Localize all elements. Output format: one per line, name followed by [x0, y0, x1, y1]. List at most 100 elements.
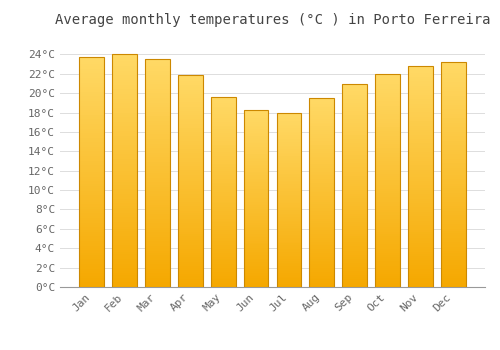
Bar: [211, 222, 236, 224]
Bar: [211, 112, 236, 114]
Bar: [310, 168, 334, 170]
Bar: [276, 160, 301, 161]
Bar: [376, 197, 400, 199]
Bar: [376, 155, 400, 157]
Bar: [244, 232, 268, 234]
Bar: [145, 260, 170, 262]
Bar: [310, 140, 334, 141]
Bar: [80, 135, 104, 138]
Bar: [310, 249, 334, 251]
Bar: [342, 153, 367, 155]
Bar: [441, 98, 466, 100]
Bar: [80, 87, 104, 90]
Bar: [441, 177, 466, 179]
Bar: [112, 57, 137, 59]
Bar: [408, 278, 433, 280]
Bar: [310, 177, 334, 179]
Bar: [244, 243, 268, 244]
Bar: [211, 266, 236, 268]
Bar: [211, 142, 236, 145]
Bar: [376, 255, 400, 257]
Bar: [276, 228, 301, 230]
Bar: [376, 95, 400, 97]
Bar: [441, 208, 466, 211]
Bar: [408, 188, 433, 190]
Bar: [178, 126, 203, 128]
Bar: [310, 128, 334, 130]
Bar: [211, 116, 236, 118]
Bar: [441, 251, 466, 253]
Bar: [376, 127, 400, 129]
Bar: [276, 137, 301, 139]
Bar: [342, 84, 367, 287]
Bar: [211, 130, 236, 131]
Bar: [376, 148, 400, 150]
Bar: [408, 141, 433, 144]
Bar: [80, 239, 104, 241]
Bar: [276, 196, 301, 198]
Bar: [211, 186, 236, 188]
Bar: [145, 194, 170, 196]
Bar: [80, 241, 104, 243]
Bar: [145, 173, 170, 175]
Bar: [408, 163, 433, 166]
Bar: [80, 204, 104, 206]
Bar: [276, 212, 301, 214]
Bar: [145, 257, 170, 260]
Bar: [80, 257, 104, 259]
Bar: [376, 176, 400, 178]
Bar: [112, 157, 137, 159]
Bar: [441, 123, 466, 125]
Bar: [178, 272, 203, 274]
Bar: [408, 280, 433, 282]
Bar: [310, 219, 334, 221]
Bar: [112, 117, 137, 119]
Bar: [276, 182, 301, 184]
Bar: [310, 283, 334, 285]
Bar: [145, 187, 170, 189]
Bar: [80, 278, 104, 280]
Bar: [342, 147, 367, 149]
Bar: [408, 256, 433, 258]
Bar: [178, 130, 203, 132]
Bar: [145, 239, 170, 241]
Bar: [80, 193, 104, 195]
Bar: [178, 204, 203, 206]
Bar: [178, 158, 203, 160]
Bar: [310, 179, 334, 181]
Bar: [376, 202, 400, 204]
Bar: [112, 122, 137, 124]
Bar: [112, 73, 137, 75]
Bar: [145, 112, 170, 114]
Bar: [80, 126, 104, 128]
Bar: [145, 246, 170, 248]
Bar: [178, 121, 203, 124]
Bar: [408, 137, 433, 139]
Bar: [112, 192, 137, 194]
Bar: [80, 117, 104, 119]
Bar: [211, 190, 236, 192]
Bar: [145, 171, 170, 173]
Bar: [178, 200, 203, 202]
Bar: [342, 103, 367, 105]
Bar: [276, 195, 301, 196]
Bar: [244, 269, 268, 271]
Bar: [441, 139, 466, 141]
Bar: [80, 71, 104, 74]
Bar: [244, 188, 268, 189]
Bar: [244, 252, 268, 253]
Bar: [342, 222, 367, 224]
Bar: [441, 233, 466, 235]
Bar: [441, 262, 466, 265]
Bar: [441, 91, 466, 93]
Bar: [408, 205, 433, 208]
Bar: [376, 232, 400, 234]
Bar: [376, 264, 400, 266]
Bar: [276, 142, 301, 144]
Bar: [244, 219, 268, 221]
Bar: [178, 173, 203, 175]
Bar: [408, 194, 433, 196]
Bar: [310, 236, 334, 238]
Bar: [376, 114, 400, 117]
Bar: [211, 202, 236, 203]
